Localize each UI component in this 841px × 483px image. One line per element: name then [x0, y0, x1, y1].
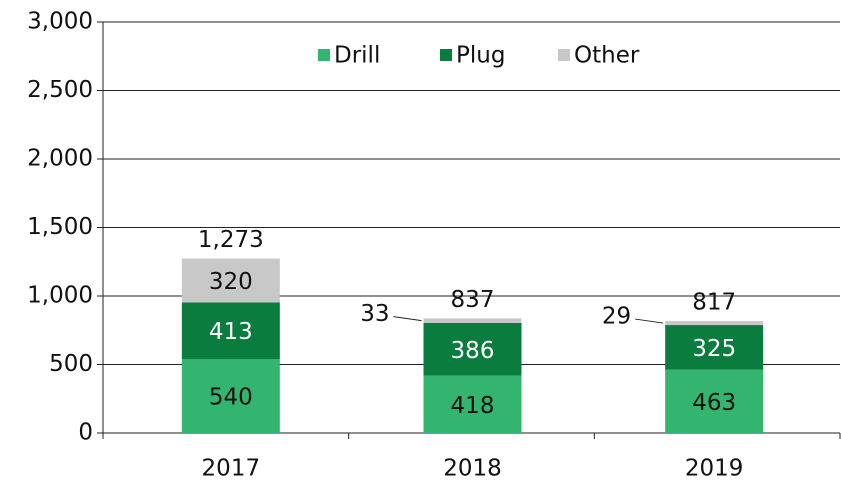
bar-segment: [181, 302, 280, 360]
data-label: 413: [209, 319, 253, 345]
legend-label: Drill: [334, 43, 380, 69]
data-label: 386: [451, 338, 495, 364]
y-tick-label: 0: [78, 420, 93, 446]
data-label: 463: [692, 390, 736, 416]
leader-line: [635, 318, 664, 324]
y-tick-label: 3,000: [27, 9, 93, 35]
y-tick-label: 500: [49, 351, 93, 377]
bar-segment: [665, 321, 764, 326]
bar-segment: [665, 325, 764, 370]
bar-segment: [423, 318, 522, 323]
data-label: 325: [692, 336, 736, 362]
data-label: 29: [602, 304, 631, 330]
total-label: 837: [451, 287, 495, 313]
total-label: 1,273: [198, 227, 264, 253]
legend-swatch: [440, 49, 452, 61]
bar-segment: [665, 369, 764, 433]
legend-swatch: [318, 49, 330, 61]
bar-segment: [181, 359, 280, 433]
y-tick-label: 2,000: [27, 146, 93, 172]
y-tick-label: 2,500: [27, 77, 93, 103]
legend-label: Plug: [456, 43, 505, 69]
data-label: 33: [360, 301, 389, 327]
bar-segment: [181, 258, 280, 303]
data-label: 418: [451, 393, 495, 419]
y-tick-label: 1,500: [27, 214, 93, 240]
data-label: 540: [209, 385, 253, 411]
legend-label: Other: [574, 43, 640, 69]
data-label: 320: [209, 269, 253, 295]
bar-segment: [423, 375, 522, 433]
bar-segment: [423, 322, 522, 376]
leader-line: [393, 316, 422, 322]
y-tick-label: 1,000: [27, 283, 93, 309]
legend-swatch: [558, 49, 570, 61]
x-tick-label: 2018: [443, 456, 502, 482]
total-label: 817: [692, 290, 736, 316]
x-tick-label: 2017: [202, 456, 261, 482]
x-tick-label: 2019: [685, 456, 744, 482]
